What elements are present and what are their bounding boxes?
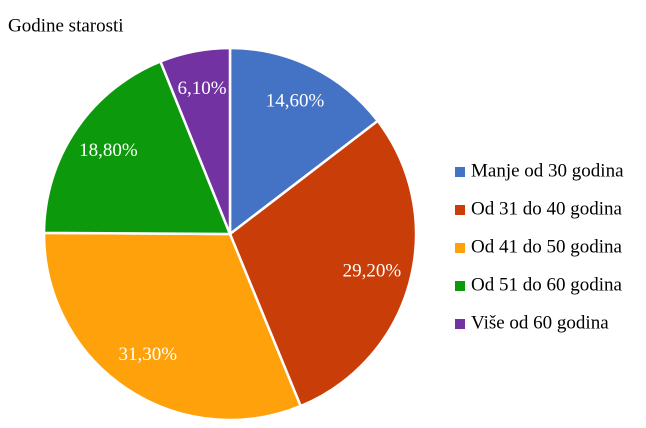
data-label: 6,10%: [177, 78, 226, 99]
pie-slice: [228, 119, 418, 408]
pie-slice: [158, 46, 232, 235]
legend-swatch: [455, 243, 465, 253]
pie-slice: [42, 59, 232, 236]
legend-label: Više od 60 godina: [471, 312, 609, 333]
legend-label: Od 31 do 40 godina: [471, 198, 623, 219]
data-label: 14,60%: [266, 91, 325, 112]
legend-label: Od 41 do 50 godina: [471, 236, 623, 257]
legend-label: Manje od 30 godina: [471, 160, 624, 181]
data-label: 31,30%: [119, 344, 178, 365]
legend-swatch: [455, 281, 465, 291]
data-label: 29,20%: [343, 261, 402, 282]
pie-slice: [42, 231, 303, 422]
legend-swatch: [455, 319, 465, 329]
data-label: 18,80%: [79, 140, 138, 161]
pie-slice: [228, 46, 380, 237]
legend-swatch: [455, 205, 465, 215]
legend-swatch: [455, 167, 465, 177]
chart-title: Godine starosti: [8, 15, 124, 36]
legend-label: Od 51 do 60 godina: [471, 274, 623, 295]
